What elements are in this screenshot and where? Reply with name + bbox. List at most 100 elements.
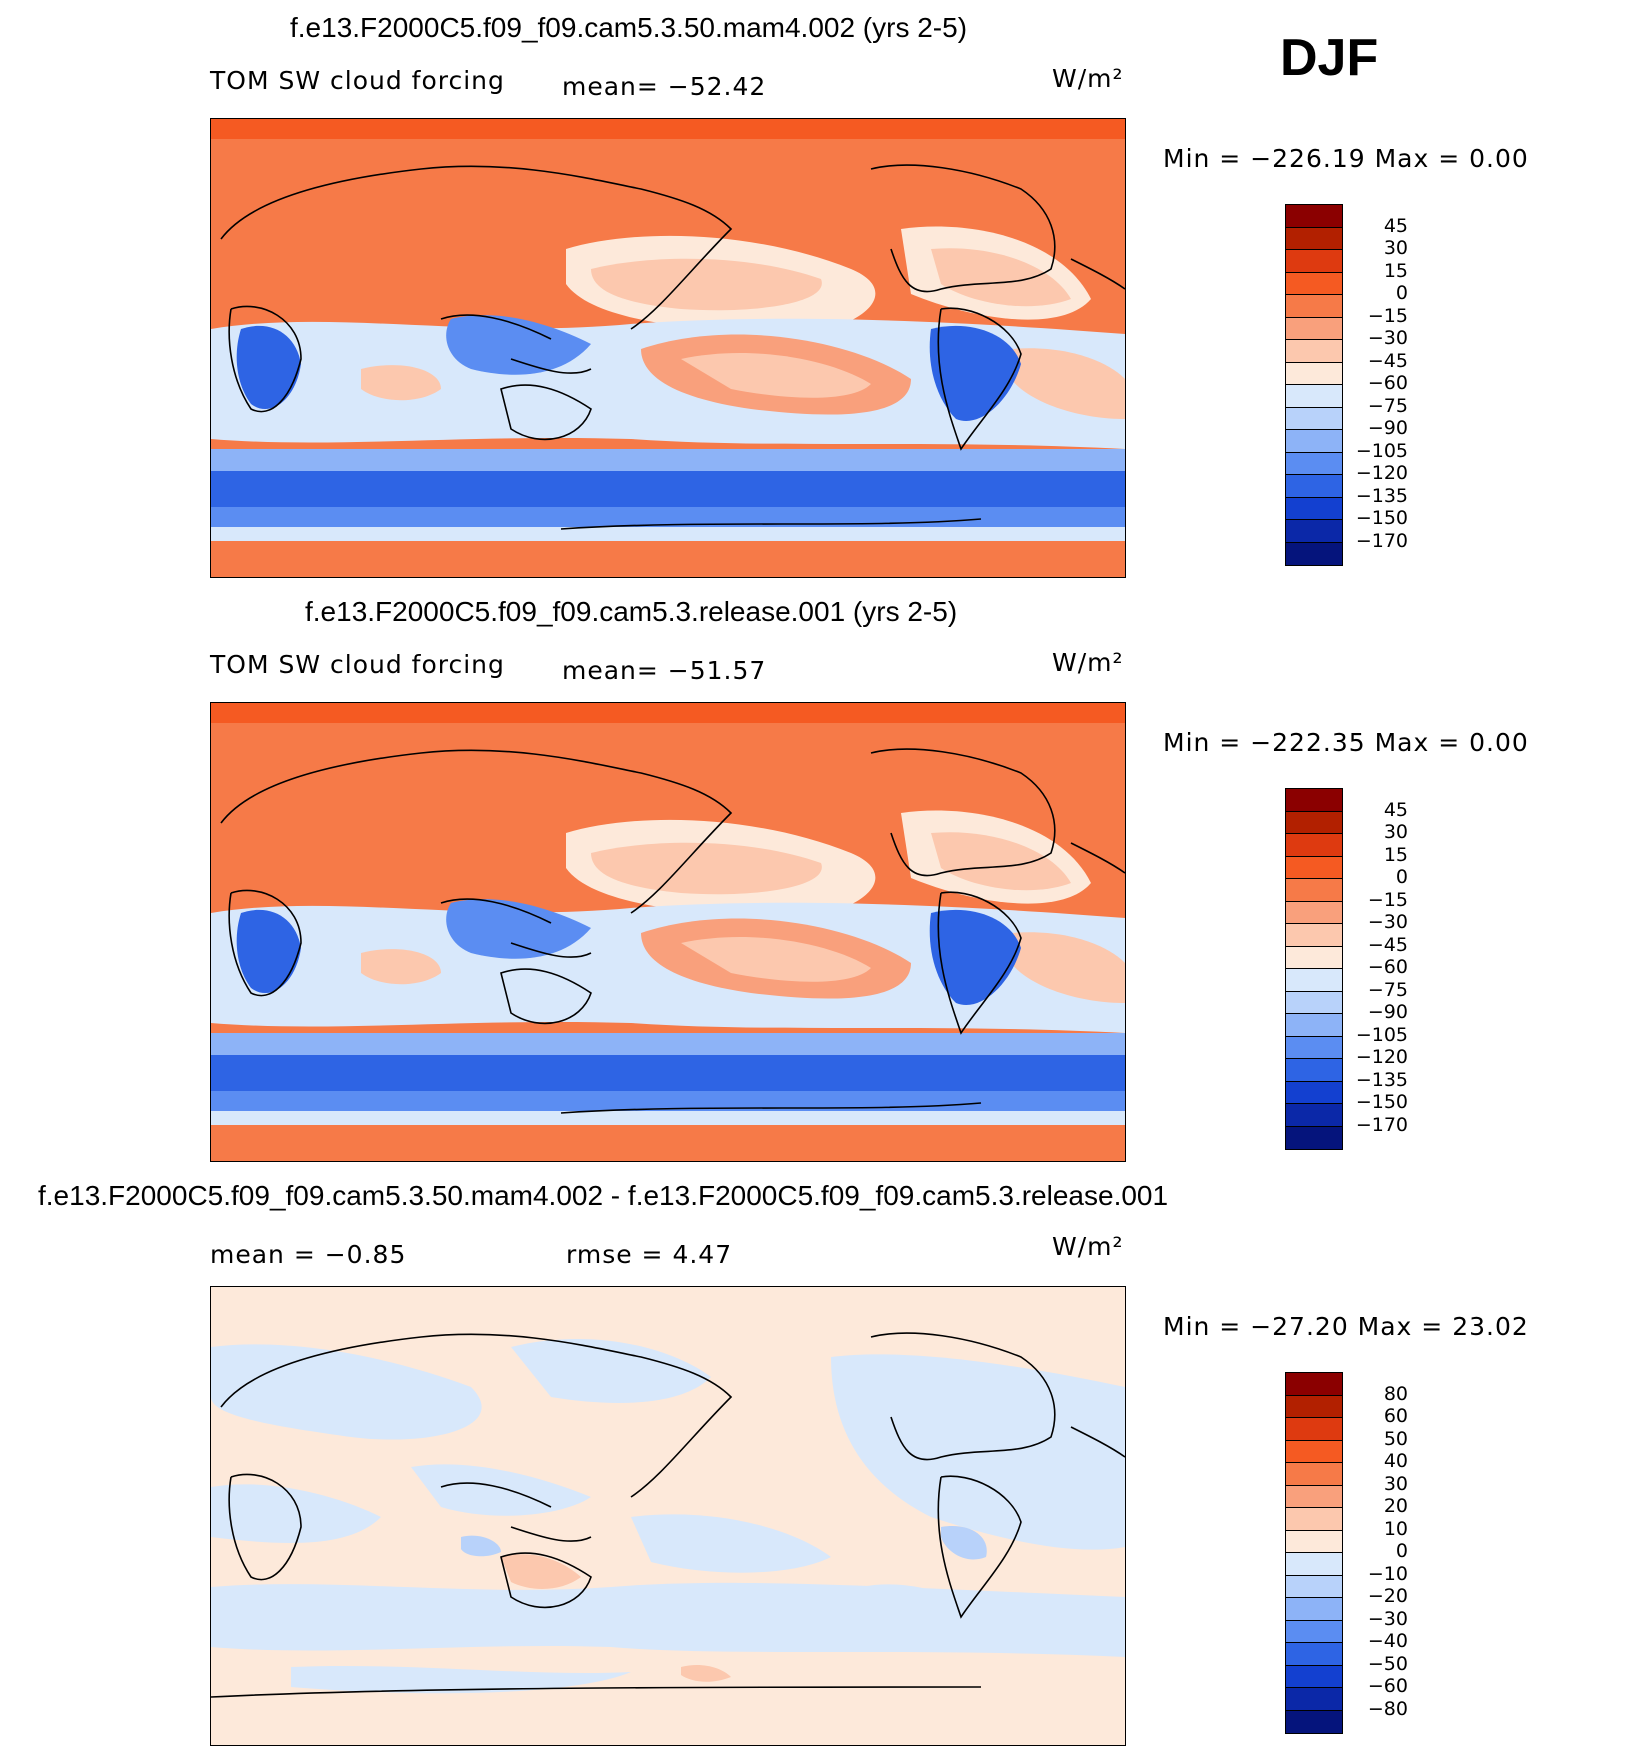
colorbar-swatch bbox=[1286, 1710, 1342, 1733]
colorbar-tick-label: 30 bbox=[1383, 237, 1408, 259]
colorbar-tick-label: −105 bbox=[1355, 439, 1408, 462]
colorbar-tick-label: 15 bbox=[1383, 843, 1408, 866]
colorbar-swatch bbox=[1286, 834, 1342, 857]
season-label: DJF bbox=[1280, 29, 1379, 87]
panel3-colorbar bbox=[1285, 1372, 1343, 1734]
panel3-map bbox=[210, 1286, 1126, 1746]
colorbar-tick-label: −170 bbox=[1355, 529, 1408, 552]
panel2-mean: mean= −51.57 bbox=[562, 656, 767, 685]
colorbar-tick-label: −15 bbox=[1367, 888, 1408, 911]
colorbar-swatch bbox=[1286, 385, 1342, 408]
colorbar-tick-label: −15 bbox=[1367, 304, 1408, 327]
colorbar-tick-label: −80 bbox=[1367, 1697, 1408, 1720]
colorbar-tick-label: 0 bbox=[1395, 282, 1408, 304]
colorbar-tick-label: −30 bbox=[1367, 327, 1408, 349]
colorbar-swatch bbox=[1286, 1373, 1342, 1396]
colorbar-tick-label: 45 bbox=[1383, 214, 1408, 237]
colorbar-tick-label: 0 bbox=[1395, 866, 1408, 888]
panel1-map bbox=[210, 118, 1126, 578]
colorbar-tick-label: 50 bbox=[1383, 1427, 1408, 1450]
colorbar-swatch bbox=[1286, 856, 1342, 879]
colorbar-tick-label: 30 bbox=[1383, 1472, 1408, 1495]
colorbar-tick-label: −20 bbox=[1367, 1585, 1408, 1607]
colorbar-swatch bbox=[1286, 1485, 1342, 1508]
colorbar-swatch bbox=[1286, 1508, 1342, 1531]
panel2-colorbar bbox=[1285, 788, 1343, 1150]
colorbar-swatch bbox=[1286, 1620, 1342, 1643]
colorbar-swatch bbox=[1286, 1530, 1342, 1553]
panel3-title: f.e13.F2000C5.f09_f09.cam5.3.50.mam4.002… bbox=[38, 1180, 1169, 1211]
colorbar-tick-label: −75 bbox=[1367, 394, 1408, 417]
colorbar-swatch bbox=[1286, 789, 1342, 812]
colorbar-tick-label: 15 bbox=[1383, 259, 1408, 282]
panel1-minmax: Min = −226.19 Max = 0.00 bbox=[1163, 144, 1529, 173]
panel1-variable: TOM SW cloud forcing bbox=[210, 66, 505, 95]
colorbar-swatch bbox=[1286, 542, 1342, 565]
colorbar-tick-label: −150 bbox=[1355, 1091, 1408, 1113]
colorbar-tick-label: −30 bbox=[1367, 1607, 1408, 1630]
colorbar-swatch bbox=[1286, 272, 1342, 295]
panel1-colorbar bbox=[1285, 204, 1343, 566]
colorbar-swatch bbox=[1286, 407, 1342, 430]
colorbar-swatch bbox=[1286, 1126, 1342, 1149]
colorbar-swatch bbox=[1286, 1688, 1342, 1711]
panel3-mean: mean = −0.85 bbox=[210, 1240, 407, 1269]
colorbar-swatch bbox=[1286, 227, 1342, 250]
colorbar-tick-label: −10 bbox=[1367, 1562, 1408, 1585]
colorbar-swatch bbox=[1286, 430, 1342, 453]
colorbar-swatch bbox=[1286, 1598, 1342, 1621]
panel2-units: W/m² bbox=[1052, 648, 1124, 677]
panel2-variable: TOM SW cloud forcing bbox=[210, 650, 505, 679]
colorbar-swatch bbox=[1286, 452, 1342, 475]
colorbar-tick-label: 45 bbox=[1383, 798, 1408, 821]
colorbar-tick-label: 10 bbox=[1383, 1517, 1408, 1540]
panel1-mean: mean= −52.42 bbox=[562, 72, 767, 101]
colorbar-tick-label: −135 bbox=[1355, 1068, 1408, 1091]
colorbar-swatch bbox=[1286, 1463, 1342, 1486]
colorbar-swatch bbox=[1286, 295, 1342, 318]
colorbar-tick-label: 30 bbox=[1383, 821, 1408, 843]
colorbar-swatch bbox=[1286, 1553, 1342, 1576]
colorbar-tick-label: −40 bbox=[1367, 1630, 1408, 1652]
colorbar-tick-label: −60 bbox=[1367, 1675, 1408, 1697]
colorbar-swatch bbox=[1286, 1014, 1342, 1037]
colorbar-tick-label: −45 bbox=[1367, 349, 1408, 372]
colorbar-swatch bbox=[1286, 362, 1342, 385]
colorbar-tick-label: −45 bbox=[1367, 933, 1408, 956]
colorbar-swatch bbox=[1286, 250, 1342, 273]
colorbar-swatch bbox=[1286, 1036, 1342, 1059]
colorbar-swatch bbox=[1286, 1418, 1342, 1441]
colorbar-tick-label: −90 bbox=[1367, 417, 1408, 439]
colorbar-tick-label: 20 bbox=[1383, 1495, 1408, 1517]
colorbar-tick-label: −90 bbox=[1367, 1001, 1408, 1023]
colorbar-swatch bbox=[1286, 1440, 1342, 1463]
panel3-units: W/m² bbox=[1052, 1232, 1124, 1261]
colorbar-swatch bbox=[1286, 1081, 1342, 1104]
colorbar-swatch bbox=[1286, 475, 1342, 498]
colorbar-swatch bbox=[1286, 340, 1342, 363]
colorbar-tick-label: 60 bbox=[1383, 1405, 1408, 1427]
colorbar-swatch bbox=[1286, 879, 1342, 902]
colorbar-tick-label: 0 bbox=[1395, 1540, 1408, 1562]
colorbar-swatch bbox=[1286, 1575, 1342, 1598]
colorbar-swatch bbox=[1286, 946, 1342, 969]
panel1-units: W/m² bbox=[1052, 64, 1124, 93]
colorbar-swatch bbox=[1286, 497, 1342, 520]
colorbar-tick-label: −135 bbox=[1355, 484, 1408, 507]
colorbar-tick-label: −170 bbox=[1355, 1113, 1408, 1136]
colorbar-tick-label: −150 bbox=[1355, 507, 1408, 529]
colorbar-swatch bbox=[1286, 991, 1342, 1014]
colorbar-swatch bbox=[1286, 969, 1342, 992]
panel1-title: f.e13.F2000C5.f09_f09.cam5.3.50.mam4.002… bbox=[290, 12, 968, 43]
colorbar-tick-label: −60 bbox=[1367, 372, 1408, 394]
colorbar-tick-label: 80 bbox=[1383, 1382, 1408, 1405]
colorbar-tick-label: −120 bbox=[1355, 462, 1408, 484]
panel2-minmax: Min = −222.35 Max = 0.00 bbox=[1163, 728, 1529, 757]
colorbar-tick-label: −50 bbox=[1367, 1652, 1408, 1675]
colorbar-swatch bbox=[1286, 205, 1342, 228]
colorbar-swatch bbox=[1286, 901, 1342, 924]
colorbar-swatch bbox=[1286, 317, 1342, 340]
colorbar-tick-label: −105 bbox=[1355, 1023, 1408, 1046]
colorbar-swatch bbox=[1286, 924, 1342, 947]
panel3-rmse: rmse = 4.47 bbox=[566, 1240, 733, 1269]
